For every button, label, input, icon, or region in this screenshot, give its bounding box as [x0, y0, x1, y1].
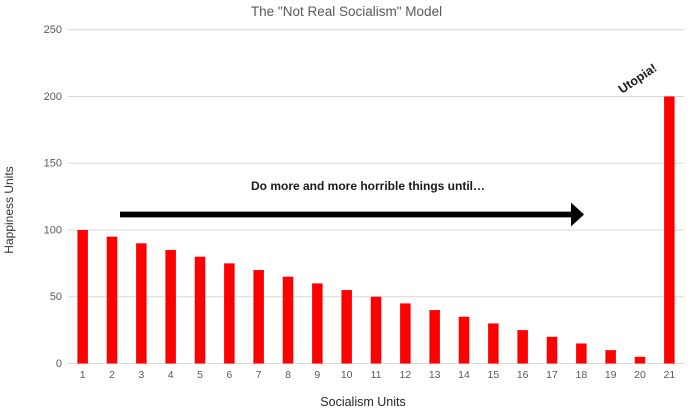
svg-text:3: 3	[138, 369, 144, 381]
svg-text:0: 0	[56, 358, 62, 370]
svg-text:6: 6	[226, 369, 232, 381]
svg-text:4: 4	[168, 369, 174, 381]
svg-text:7: 7	[256, 369, 262, 381]
svg-text:9: 9	[314, 369, 320, 381]
svg-text:Do more and more horrible thin: Do more and more horrible things until…	[251, 179, 485, 193]
svg-text:50: 50	[50, 291, 62, 303]
svg-text:13: 13	[429, 369, 441, 381]
svg-text:14: 14	[458, 369, 470, 381]
svg-text:17: 17	[546, 369, 558, 381]
svg-text:5: 5	[197, 369, 203, 381]
svg-text:21: 21	[663, 369, 675, 381]
svg-text:Happiness Units: Happiness Units	[2, 166, 16, 253]
svg-text:11: 11	[371, 369, 382, 381]
svg-text:250: 250	[44, 24, 62, 36]
svg-text:Socialism Units: Socialism Units	[320, 395, 405, 409]
svg-text:150: 150	[44, 158, 62, 170]
svg-text:18: 18	[575, 369, 587, 381]
svg-text:16: 16	[517, 369, 529, 381]
svg-text:1: 1	[80, 369, 86, 381]
svg-text:20: 20	[634, 369, 646, 381]
svg-text:19: 19	[605, 369, 617, 381]
svg-text:200: 200	[44, 91, 62, 103]
svg-text:2: 2	[109, 369, 115, 381]
svg-text:Utopia!: Utopia!	[616, 61, 660, 97]
svg-text:8: 8	[285, 369, 291, 381]
svg-text:12: 12	[399, 369, 411, 381]
svg-text:15: 15	[487, 369, 499, 381]
svg-text:10: 10	[341, 369, 353, 381]
svg-text:100: 100	[44, 225, 62, 237]
